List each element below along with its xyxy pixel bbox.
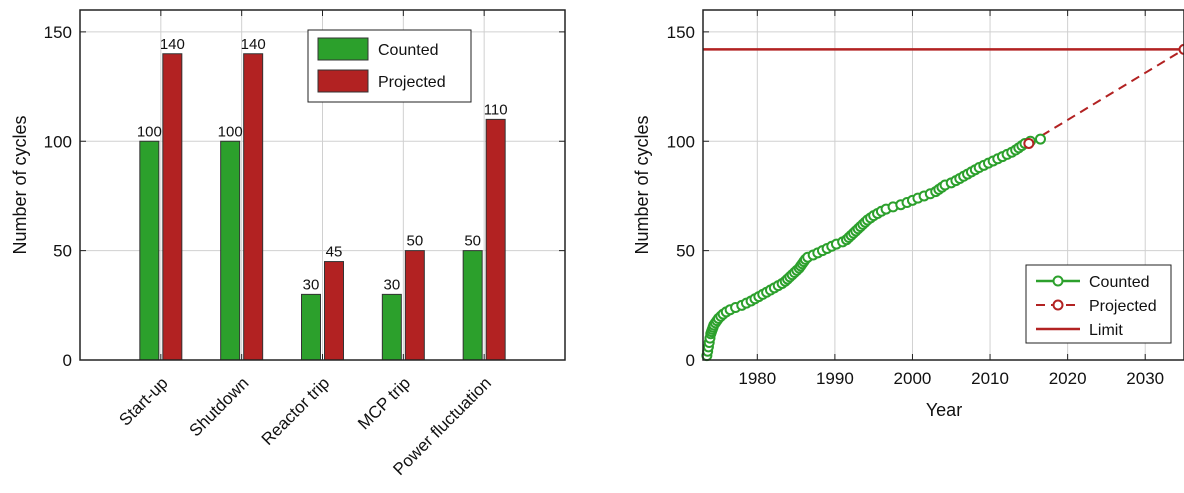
bar-projected-0: [162, 53, 183, 361]
bar-data-label: 140: [241, 36, 266, 53]
counted-point: [1034, 133, 1046, 145]
bar-data-label: 140: [160, 36, 185, 53]
line-chart-x-axis-label: Year: [926, 400, 962, 420]
bar-data-label: 45: [326, 244, 343, 261]
x-tick-label: Start-up: [115, 373, 171, 429]
bar-counted-2: [301, 293, 321, 361]
legend-swatch-projected: [317, 69, 369, 93]
y-tick-label: 150: [667, 23, 695, 42]
projected-point: [1178, 43, 1184, 55]
bar-chart: 100 140 100 140 30 45 30 50 50 110 0 50 100 150 Star…: [10, 9, 566, 479]
x-tick-label: 2020: [1049, 369, 1087, 388]
bar-counted-0: [139, 140, 160, 361]
legend-label-counted: Counted: [1089, 274, 1150, 291]
bar-chart-y-ticks: 0 50 100 150: [44, 23, 565, 370]
bar-chart-legend: Counted Projected: [307, 29, 472, 103]
legend-label-counted: Counted: [378, 42, 439, 59]
y-tick-label: 0: [63, 351, 72, 370]
y-tick-label: 150: [44, 23, 72, 42]
y-tick-label: 50: [676, 242, 695, 261]
line-chart-y-ticks: 0 50 100 150: [667, 23, 709, 370]
bar-data-label: 50: [406, 233, 423, 250]
x-tick-label: MCP trip: [354, 373, 414, 433]
x-tick-label: 2010: [971, 369, 1009, 388]
legend-swatch-counted: [317, 37, 369, 61]
y-tick-label: 50: [53, 242, 72, 261]
line-chart-series: [701, 43, 1184, 362]
line-chart: 0 50 100 150 1980 1990 2000 2010 2020 2030 Numbe…: [632, 9, 1184, 420]
bar-data-label: 50: [464, 233, 481, 250]
legend-label-projected: Projected: [378, 74, 446, 91]
x-tick-label: 1990: [816, 369, 854, 388]
bar-projected-2: [324, 261, 344, 361]
legend-marker-counted: [1052, 275, 1064, 287]
line-chart-x-ticks: 1980 1990 2000 2010 2020 2030: [738, 10, 1164, 388]
x-tick-label: 1980: [738, 369, 776, 388]
x-tick-label: Reactor trip: [258, 373, 334, 449]
bar-chart-data-labels: 100 140 100 140 30 45 30 50 50 110: [137, 36, 508, 294]
bar-counted-4: [462, 250, 483, 361]
legend-marker-projected: [1052, 299, 1064, 311]
bar-data-label: 100: [137, 123, 162, 140]
bar-counted-1: [220, 140, 241, 361]
bar-data-label: 110: [484, 101, 508, 118]
projected-point: [1023, 137, 1035, 149]
projected-line: [1028, 48, 1184, 145]
y-tick-label: 0: [686, 351, 695, 370]
bar-counted-3: [381, 293, 402, 361]
x-tick-label: Shutdown: [186, 373, 253, 440]
line-chart-y-axis-label: Number of cycles: [632, 115, 652, 254]
legend-label-limit: Limit: [1089, 322, 1123, 339]
bar-chart-y-axis-label: Number of cycles: [10, 115, 30, 254]
y-tick-label: 100: [667, 132, 695, 151]
bar-chart-bars: [139, 53, 506, 361]
bar-projected-1: [243, 53, 264, 361]
line-chart-legend: Counted Projected Limit: [1025, 264, 1172, 344]
bar-data-label: 100: [218, 123, 243, 140]
line-chart-axes-frame: [702, 9, 1184, 361]
bar-projected-3: [404, 250, 425, 361]
bar-data-label: 30: [303, 276, 320, 293]
legend-label-projected: Projected: [1089, 298, 1157, 315]
x-tick-label: 2030: [1126, 369, 1164, 388]
y-tick-label: 100: [44, 132, 72, 151]
bar-data-label: 30: [383, 276, 400, 293]
x-tick-label: 2000: [894, 369, 932, 388]
bar-projected-4: [485, 118, 506, 361]
